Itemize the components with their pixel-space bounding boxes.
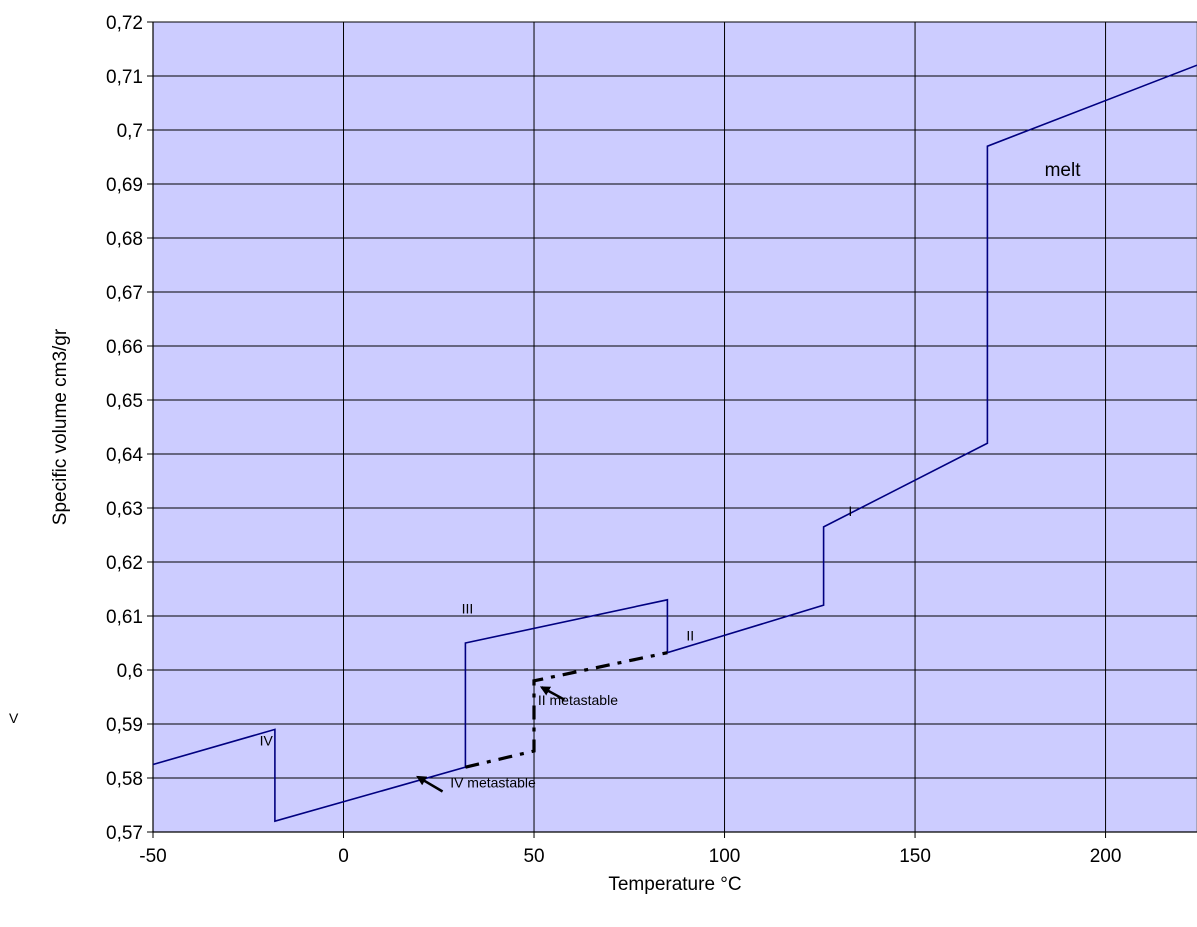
annotation-label: I [848,503,852,519]
grid [152,21,1197,833]
x-tick-label: 100 [709,846,741,867]
side-label: V [9,710,19,726]
annotation-label: III [462,600,474,616]
y-tick-label: 0,68 [106,229,143,250]
series-line-solid [152,64,1197,823]
y-tick-label: 0,6 [117,661,143,682]
annotation-label: II metastable [538,692,618,708]
x-tick-label: -50 [139,846,166,867]
y-tick-label: 0,59 [106,715,143,736]
annotation-label: IV metastable [450,775,536,791]
x-tick-label: 200 [1090,846,1122,867]
y-tick-label: 0,65 [106,391,143,412]
y-tick-label: 0,57 [106,823,143,844]
annotation-arrow [416,775,444,793]
y-tick-label: 0,64 [106,445,143,466]
y-tick-label: 0,66 [106,337,143,358]
annotation-label: melt [1045,160,1082,181]
y-tick-label: 0,7 [117,121,143,142]
y-axis-title: Specific volume cm3/gr [50,328,71,525]
annotation-label: II [686,627,694,643]
y-tick-label: 0,58 [106,769,143,790]
y-tick-label: 0,61 [106,607,143,628]
series-line-dashed [465,651,668,769]
y-tick-label: 0,72 [106,13,143,34]
x-tick-label: 50 [523,846,544,867]
y-tick-label: 0,71 [106,67,143,88]
y-tick-label: 0,63 [106,499,143,520]
annotation-label: IV [260,733,274,749]
x-axis-title: Temperature °C [608,874,741,895]
series-layer [152,64,1197,823]
y-tick-label: 0,67 [106,283,143,304]
y-tick-label: 0,62 [106,553,143,574]
plot-background [152,21,1197,833]
annotation-arrow [539,686,566,701]
x-tick-label: 0 [338,846,349,867]
x-tick-label: 150 [899,846,931,867]
x-axis-ticks: -50 0 50 100 150 200 [139,832,1121,867]
y-axis-ticks: 0,57 0,58 0,59 0,6 0,61 0,62 0,63 0,64 0,65 0,66 0… [106,13,153,844]
y-tick-label: 0,69 [106,175,143,196]
